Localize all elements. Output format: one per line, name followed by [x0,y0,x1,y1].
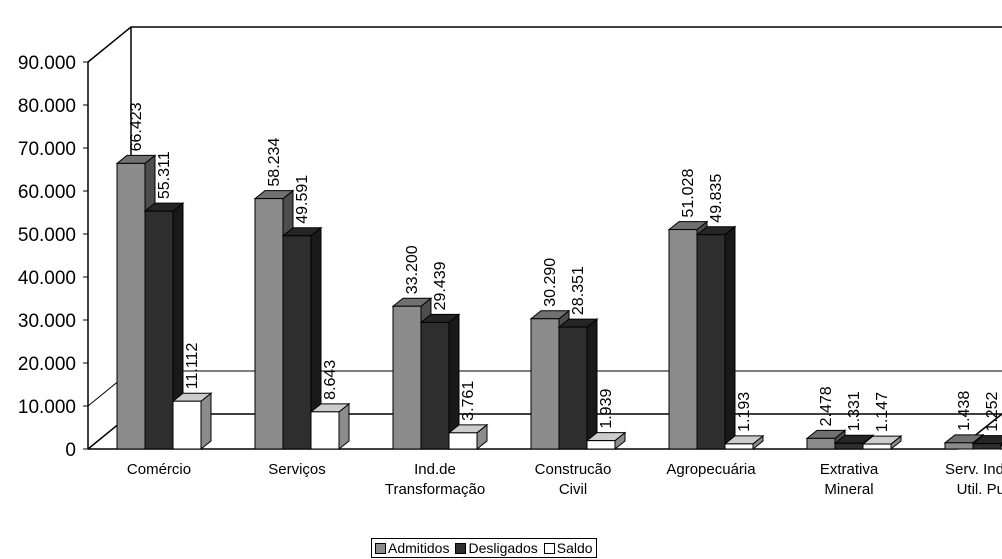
bar [447,423,489,451]
bar-front [724,443,754,450]
legend-item-saldo: Saldo [543,540,593,556]
data-label: 28.351 [570,266,587,315]
back-wall-outline [87,26,1002,449]
bar-front [806,437,836,450]
category-label: Serv. Ind. de [945,461,1002,478]
legend-item-desligados: Desligados [455,540,538,556]
legend-item-admitidos: Admitidos [375,540,449,556]
y-tick-label: 50.000 [18,225,76,246]
data-label: 66.423 [128,102,145,151]
legend-label-saldo: Saldo [556,540,593,556]
y-tick-label: 40.000 [18,268,76,289]
y-tick-label: 10.000 [18,397,76,418]
data-label: 3.761 [460,381,477,421]
y-tick-label: 60.000 [18,182,76,203]
bar [419,313,461,451]
bar-front [668,229,698,450]
bars-group [115,154,1002,451]
category-label: Civil [559,481,587,498]
bar-front [586,440,616,450]
y-tick-label: 80.000 [18,96,76,117]
bar [695,225,737,451]
legend-swatch-saldo [543,542,555,554]
category-label: Comércio [127,461,191,478]
category-label: Transformação [385,481,485,498]
legend-swatch-desligados [455,542,467,554]
bar-front [972,443,1002,450]
data-label: 49.835 [708,174,725,223]
bar-front [944,442,974,450]
bar [143,202,185,451]
data-label: 1.438 [956,391,973,431]
legend: Admitidos Desligados Saldo [371,538,597,558]
data-label: 1.147 [874,392,891,432]
bar-front [862,443,892,450]
legend-label-admitidos: Admitidos [388,540,450,556]
y-tick-label: 70.000 [18,139,76,160]
bar [281,226,323,451]
y-tick-label: 20.000 [18,354,76,375]
category-label: Extrativa [820,461,879,478]
bar-front [530,318,560,450]
data-labels: 66.423 55.311 11.112 58.234 49.591 8.643 33.20… [128,102,1001,432]
category-label: Agropecuária [666,461,756,478]
bar [309,402,351,451]
y-tick-label: 30.000 [18,311,76,332]
data-label: 1.939 [598,389,615,429]
y-tick-label: 90.000 [18,53,76,74]
bar-front [282,235,312,450]
data-label: 33.200 [404,245,421,294]
category-label: Serviços [268,461,326,478]
category-labels: Comércio Serviços Ind.de Transformação Const… [127,461,1002,498]
category-label: Util. Pub. [957,481,1002,498]
bar-side [200,392,212,451]
bar-side [724,225,736,451]
bar-front [172,400,202,450]
data-label: 55.311 [156,151,173,199]
data-label: 49.591 [294,175,311,224]
bar-side [586,318,598,451]
data-label: 1.252 [984,391,1001,431]
bar-front [310,411,340,450]
legend-label-desligados: Desligados [468,540,538,556]
bar [723,434,765,451]
category-label: Construcão [535,461,612,478]
bar-front [254,198,284,450]
data-label: 11.112 [184,343,201,390]
bar-front [448,432,478,450]
data-label: 1.331 [846,391,863,431]
bar-front [834,442,864,450]
data-label: 1.193 [736,392,753,432]
bar-front [144,210,174,450]
category-label: Ind.de [414,461,456,478]
bar-front [696,234,726,450]
data-label: 58.234 [266,138,283,187]
data-label: 2.478 [818,386,835,426]
bar [557,318,599,451]
y-axis-ticks: 0 10.000 20.000 30.000 40.000 50.000 60.000 70.… [18,53,88,461]
bar-front [116,162,146,450]
data-label: 51.028 [680,169,697,218]
bar [171,392,213,451]
data-label: 30.290 [542,258,559,307]
bar [861,435,903,451]
y-tick-label: 0 [65,440,76,461]
bar-front [420,321,450,450]
bar [585,431,627,451]
data-label: 29.439 [432,261,449,310]
legend-swatch-admitidos [375,542,386,554]
bar-front [558,326,588,450]
category-label: Mineral [824,481,873,498]
data-label: 8.643 [322,360,339,400]
bar-front [392,305,422,450]
